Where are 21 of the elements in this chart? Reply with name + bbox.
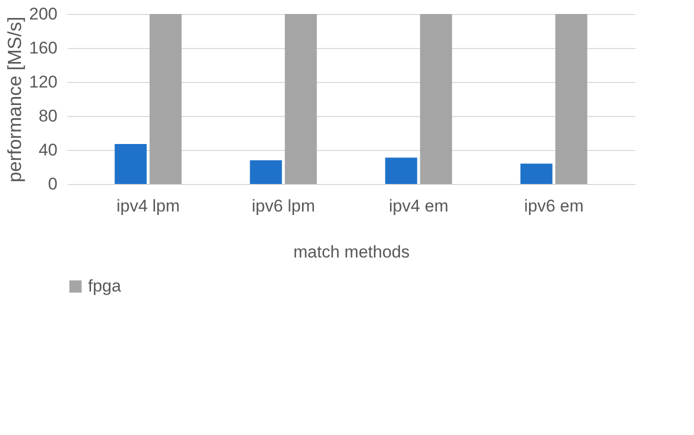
y-tick-label: 120 [29, 72, 58, 92]
y-tick-label: 80 [38, 106, 58, 126]
y-tick-label: 200 [29, 4, 58, 24]
bar [250, 160, 282, 184]
bar [114, 144, 147, 184]
legend-label: fpga [88, 276, 122, 296]
bar [555, 14, 588, 184]
x-tick-label: ipv4 lpm [116, 196, 180, 216]
bar [284, 14, 317, 184]
bar [150, 14, 182, 184]
y-tick-label: 0 [48, 174, 58, 194]
y-axis-title: performance [MS/s] [5, 16, 26, 182]
x-tick-label: ipv6 em [524, 196, 584, 216]
bar [420, 14, 452, 184]
y-tick-label: 40 [38, 140, 58, 160]
bar [385, 158, 418, 184]
x-axis-title: match methods [293, 242, 410, 262]
bar [520, 164, 552, 184]
x-tick-label: ipv4 em [388, 196, 448, 216]
x-tick-label: ipv6 lpm [252, 196, 316, 216]
y-tick-label: 160 [29, 38, 58, 58]
